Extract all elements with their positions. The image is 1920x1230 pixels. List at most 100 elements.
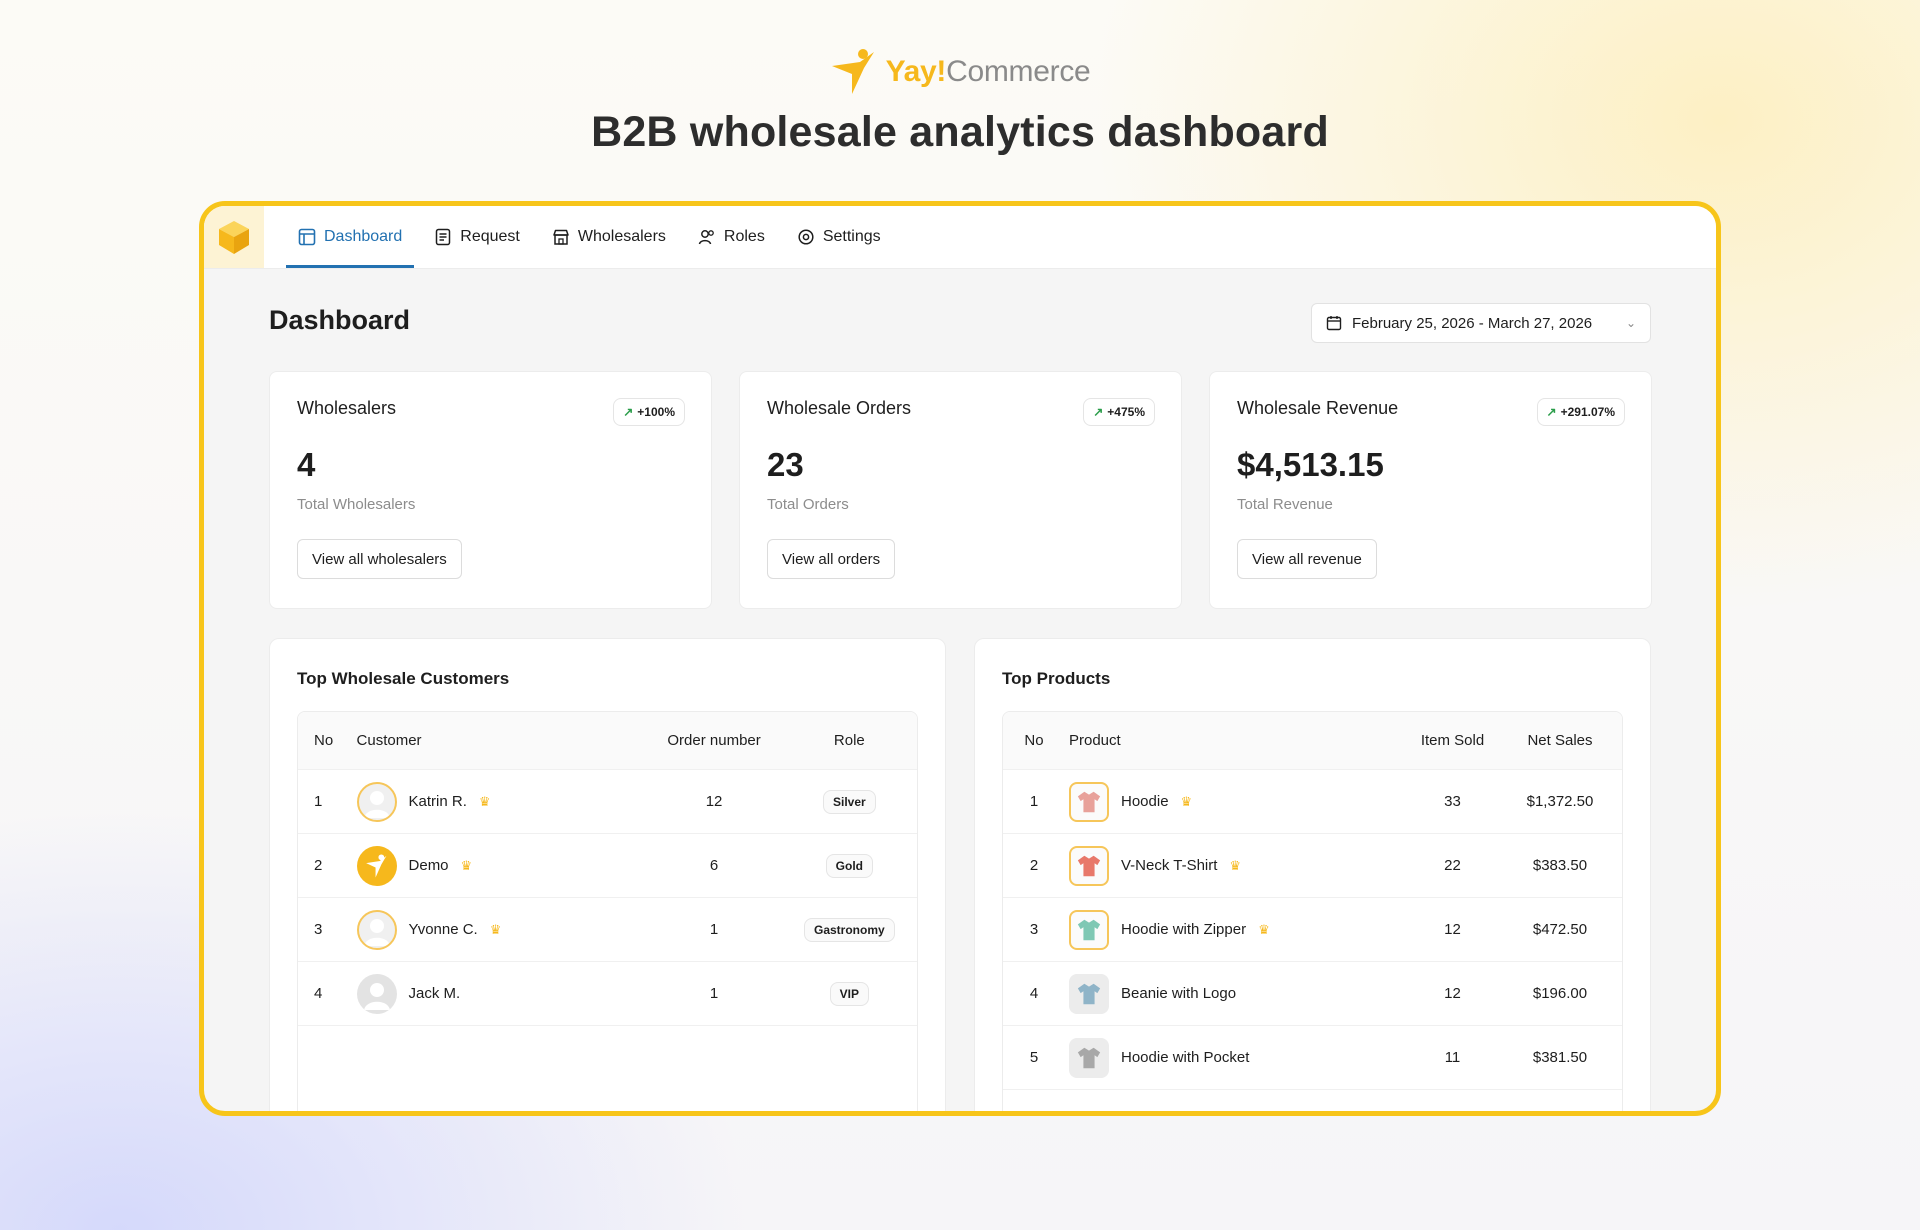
items-sold: 11 [1444, 1049, 1461, 1066]
table-row[interactable]: 2 V-Neck T-Shirt ♛ 22 $383.50 [1003, 834, 1622, 898]
net-sales: $381.50 [1532, 1049, 1588, 1066]
tab-wholesalers[interactable]: Wholesalers [540, 206, 678, 268]
layout-icon [298, 228, 316, 246]
col-no: No [1024, 732, 1044, 749]
row-number: 5 [1029, 1049, 1039, 1066]
top-navigation-bar: Dashboard Request Wholesalers Roles Sett… [204, 206, 1716, 269]
order-count: 6 [709, 857, 719, 874]
page-title: Dashboard [269, 305, 411, 335]
role-cell: Gastronomy [782, 917, 917, 942]
gear-icon [798, 229, 814, 245]
box-logo-icon [219, 221, 249, 254]
stat-card-orders: Wholesale Orders ↗ +475% 23 Total Orders … [739, 371, 1182, 609]
row-number: 4 [1029, 985, 1039, 1002]
tab-dashboard-label: Dashboard [324, 228, 403, 245]
trend-up-icon: ↗ [1093, 405, 1104, 419]
col-item-sold: Item Sold [1420, 732, 1485, 749]
col-orders: Order number [667, 732, 761, 749]
view-all-revenue-button[interactable]: View all revenue [1237, 539, 1377, 579]
stat-value: $4,513.15 [1237, 446, 1384, 483]
user-avatar-icon [363, 918, 390, 946]
items-sold: 12 [1444, 985, 1461, 1002]
stat-card-wholesalers: Wholesalers ↗ +100% 4 Total Wholesalers V… [269, 371, 712, 609]
tab-roles[interactable]: Roles [686, 206, 777, 268]
change-badge: ↗ +291.07% [1536, 398, 1625, 426]
table-header: No Product Item Sold Net Sales [1003, 712, 1622, 770]
crown-icon: ♛ [489, 921, 502, 937]
date-range-value: February 25, 2026 - March 27, 2026 [1352, 314, 1593, 332]
row-number: 4 [314, 985, 323, 1002]
table-row[interactable]: 3 Yvonne C. ♛ 1 Gastronomy [298, 898, 917, 962]
order-count: 12 [705, 793, 723, 810]
top-products-panel: Top Products No Product Item Sold Net Sa… [974, 638, 1651, 1111]
avatar [356, 909, 397, 950]
stat-subtitle: Total Orders [767, 496, 849, 513]
row-number: 2 [314, 857, 323, 874]
customer-cell: Jack M. [356, 973, 647, 1014]
change-value: +291.07% [1560, 405, 1615, 419]
customer-name: Katrin R. [408, 793, 467, 810]
tab-wholesalers-label: Wholesalers [577, 228, 666, 245]
net-sales: $1,372.50 [1526, 793, 1594, 810]
panel-title: Top Products [1002, 669, 1111, 688]
row-number: 1 [1029, 793, 1039, 810]
net-sales: $472.50 [1532, 921, 1588, 938]
avatar [356, 845, 397, 886]
app-logo[interactable] [204, 206, 264, 268]
calendar-icon [1326, 316, 1342, 331]
tab-dashboard[interactable]: Dashboard [286, 206, 415, 268]
table-row[interactable]: 2 Demo ♛ 6 Gold [298, 834, 917, 898]
table-row[interactable]: 5 Hoodie with Pocket 11 $381.50 [1003, 1026, 1622, 1090]
product-thumbnail [1069, 1037, 1109, 1078]
role-cell: VIP [782, 981, 917, 1006]
col-customer: Customer [356, 732, 422, 749]
user-avatar-icon [363, 790, 390, 818]
customer-cell: Demo ♛ [356, 845, 647, 886]
product-cell: Hoodie with Zipper ♛ [1065, 909, 1405, 950]
change-value: +475% [1107, 405, 1145, 419]
role-cell: Silver [782, 789, 917, 814]
product-thumbnail [1069, 845, 1109, 886]
view-all-orders-button[interactable]: View all orders [767, 539, 896, 579]
customer-name: Yvonne C. [408, 921, 478, 938]
role-badge: Silver [822, 789, 876, 814]
product-name: V-Neck T-Shirt [1121, 857, 1218, 874]
tab-settings-label: Settings [822, 228, 881, 245]
customer-name: Jack M. [408, 985, 461, 1002]
product-cell: Hoodie ♛ [1065, 781, 1405, 822]
products-table: No Product Item Sold Net Sales 1 Hoodie ♛ 3… [1002, 711, 1623, 1111]
role-badge: VIP [829, 981, 870, 1006]
main-nav: Dashboard Request Wholesalers Roles Sett… [286, 206, 893, 268]
stat-value: 23 [767, 446, 804, 483]
change-badge: ↗ +475% [1083, 398, 1155, 426]
items-sold: 33 [1444, 793, 1461, 810]
table-row[interactable]: 1 Katrin R. ♛ 12 Silver [298, 770, 917, 834]
table-row[interactable]: 4 Beanie with Logo 12 $196.00 [1003, 962, 1622, 1026]
chevron-down-icon: ⌄ [1625, 316, 1636, 330]
order-count: 1 [709, 921, 719, 938]
tab-request[interactable]: Request [422, 206, 532, 268]
product-thumbnail-icon [1077, 1047, 1101, 1068]
view-all-wholesalers-button[interactable]: View all wholesalers [297, 539, 462, 579]
stat-title: Wholesale Orders [767, 398, 912, 418]
avatar [356, 973, 397, 1014]
table-row[interactable]: 1 Hoodie ♛ 33 $1,372.50 [1003, 770, 1622, 834]
role-badge: Gold [825, 853, 873, 878]
col-no: No [314, 732, 334, 749]
tab-settings[interactable]: Settings [785, 206, 893, 268]
stat-title: Wholesalers [297, 398, 397, 418]
stat-card-revenue: Wholesale Revenue ↗ +291.07% $4,513.15 To… [1209, 371, 1652, 609]
role-badge: Gastronomy [804, 917, 895, 942]
product-name: Hoodie with Pocket [1121, 1049, 1250, 1066]
row-number: 1 [314, 793, 323, 810]
stat-subtitle: Total Wholesalers [297, 496, 416, 513]
product-cell: V-Neck T-Shirt ♛ [1065, 845, 1405, 886]
product-thumbnail [1069, 781, 1109, 822]
crown-icon: ♛ [478, 793, 491, 809]
table-row[interactable]: 4 Jack M. 1 VIP [298, 962, 917, 1026]
date-range-picker[interactable]: February 25, 2026 - March 27, 2026 ⌄ [1311, 303, 1651, 343]
table-row[interactable]: 3 Hoodie with Zipper ♛ 12 $472.50 [1003, 898, 1622, 962]
col-product: Product [1069, 732, 1121, 749]
avatar [356, 781, 397, 822]
crown-icon: ♛ [1180, 793, 1193, 809]
